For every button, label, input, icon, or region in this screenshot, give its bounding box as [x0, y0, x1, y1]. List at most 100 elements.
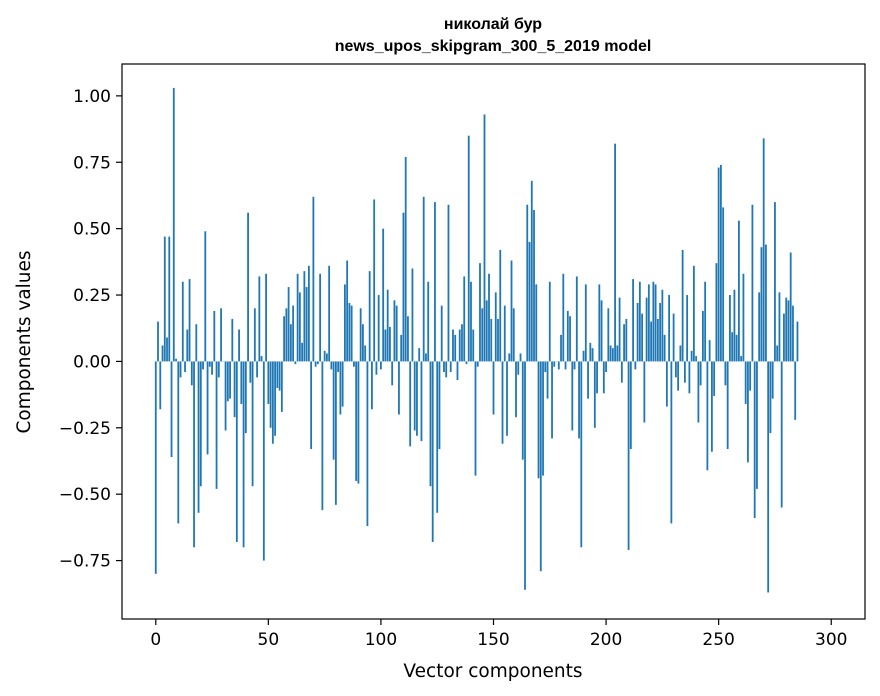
y-tick-label: 0.75 — [73, 153, 111, 173]
bar-50 — [267, 361, 270, 404]
bar-65 — [301, 342, 304, 362]
bar-265 — [751, 204, 754, 362]
bar-279 — [783, 313, 785, 362]
bar-43 — [251, 361, 254, 487]
bar-209 — [625, 318, 628, 362]
bar-255 — [729, 295, 731, 362]
bar-284 — [794, 361, 797, 420]
bar-214 — [636, 303, 639, 362]
bar-260 — [740, 356, 743, 362]
bar-24 — [208, 361, 211, 367]
bar-105 — [391, 361, 394, 386]
bar-139 — [467, 135, 470, 362]
bar-71 — [314, 361, 317, 367]
bar-48 — [262, 361, 265, 561]
bar-46 — [258, 276, 261, 362]
bar-8 — [172, 87, 175, 362]
bar-135 — [458, 329, 461, 362]
bar-219 — [647, 284, 650, 362]
bar-205 — [616, 345, 619, 362]
plot-frame — [121, 63, 866, 620]
x-axis-ticks: 0 50 100 150 200 250 300 — [150, 619, 847, 650]
bar-153 — [499, 249, 502, 362]
bar-114 — [411, 268, 414, 362]
bar-201 — [607, 308, 610, 362]
bar-183 — [566, 310, 569, 362]
bar-54 — [276, 361, 279, 388]
bar-221 — [652, 281, 655, 362]
bar-82 — [339, 361, 342, 415]
bar-68 — [307, 265, 310, 362]
bar-173 — [544, 361, 547, 373]
bar-92 — [362, 324, 364, 362]
bar-159 — [512, 308, 515, 362]
bar-134 — [456, 361, 459, 381]
bar-262 — [744, 361, 747, 404]
bar-261 — [742, 273, 745, 362]
bar-160 — [515, 361, 517, 418]
bar-172 — [542, 361, 544, 476]
bar-252 — [722, 207, 725, 362]
bar-217 — [643, 361, 646, 423]
bar-102 — [384, 329, 387, 362]
bar-225 — [661, 289, 664, 362]
bar-128 — [443, 361, 445, 373]
bar-168 — [533, 210, 535, 362]
bar-66 — [303, 271, 306, 362]
bar-12 — [181, 281, 184, 362]
bar-28 — [217, 361, 220, 378]
bar-107 — [395, 305, 398, 362]
bar-26 — [213, 310, 216, 362]
bar-226 — [663, 334, 666, 362]
bar-112 — [407, 316, 409, 362]
bar-2 — [159, 361, 162, 410]
bar-184 — [569, 316, 571, 362]
bar-86 — [348, 303, 351, 362]
x-tick-label: 300 — [815, 630, 847, 650]
bar-59 — [287, 287, 290, 362]
bar-6 — [168, 236, 171, 362]
bar-33 — [229, 361, 231, 399]
bar-127 — [440, 305, 443, 362]
bar-215 — [638, 281, 641, 362]
bar-35 — [233, 361, 236, 418]
bar-98 — [375, 361, 378, 375]
bar-52 — [271, 361, 274, 444]
bar-191 — [584, 284, 587, 362]
bar-132 — [452, 329, 454, 362]
bar-3 — [161, 345, 164, 362]
bar-120 — [425, 353, 427, 362]
bar-250 — [717, 167, 720, 362]
bar-210 — [627, 361, 630, 550]
bar-158 — [510, 260, 513, 362]
bar-154 — [501, 361, 504, 444]
bar-257 — [733, 289, 736, 362]
bar-57 — [283, 316, 286, 362]
bar-188 — [578, 361, 580, 439]
bar-269 — [760, 247, 763, 362]
bar-251 — [720, 164, 722, 362]
bar-271 — [765, 244, 767, 362]
bar-99 — [377, 295, 380, 362]
bar-15 — [188, 279, 191, 362]
bar-163 — [521, 361, 524, 460]
bar-49 — [265, 273, 267, 362]
bar-44 — [253, 308, 256, 362]
bar-76 — [325, 353, 328, 362]
bar-36 — [235, 361, 238, 542]
bar-29 — [220, 308, 222, 362]
bar-19 — [197, 361, 200, 513]
y-tick-label: 0.25 — [73, 286, 111, 306]
bar-123 — [431, 361, 434, 542]
bar-121 — [427, 281, 430, 362]
bar-240 — [695, 356, 698, 362]
bar-7 — [170, 361, 173, 458]
bar-77 — [328, 265, 331, 362]
bar-155 — [503, 305, 506, 362]
bar-25 — [211, 361, 213, 375]
bar-13 — [184, 361, 186, 373]
bar-175 — [548, 281, 551, 362]
bar-45 — [256, 361, 258, 378]
bar-147 — [485, 300, 488, 362]
bar-16 — [190, 361, 193, 386]
